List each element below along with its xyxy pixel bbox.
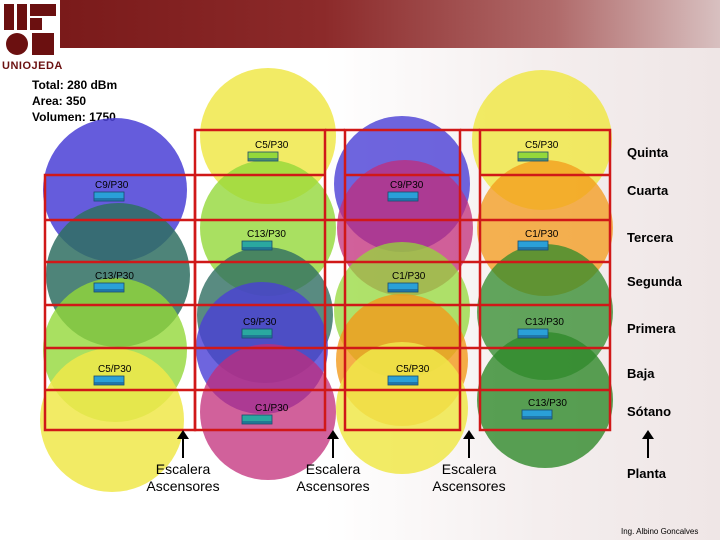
coverage-circle [336, 342, 468, 474]
logo-text: UNIOJEDA [2, 60, 63, 72]
stair-label-3: Escalera Ascensores [419, 461, 519, 495]
access-point-label: C5/P30 [525, 140, 559, 151]
access-point: C13/P30 [241, 229, 286, 251]
floor-label-sotano: Sótano [627, 404, 672, 419]
area-text: Area: 350 [32, 94, 87, 108]
grid-block-center-left [193, 128, 327, 432]
access-point: C9/P30 [241, 317, 277, 339]
access-point: C1/P30 [517, 229, 559, 251]
access-point-label: C5/P30 [98, 364, 132, 375]
coverage-circle [200, 344, 336, 480]
floor-label-cuarta: Cuarta [627, 183, 669, 198]
access-point-label: C1/P30 [255, 403, 289, 414]
access-point: C1/P30 [241, 403, 289, 425]
access-point: C5/P30 [517, 140, 559, 162]
planta-arrow-icon [642, 430, 654, 458]
access-point-label: C9/P30 [95, 180, 129, 191]
stair-label-line1: Escalera [155, 461, 211, 477]
floor-label-primera: Primera [627, 321, 676, 336]
access-point: C13/P30 [93, 271, 134, 293]
stair-arrow-icon [463, 430, 475, 458]
floor-label-quinta: Quinta [627, 145, 669, 160]
access-point: C5/P30 [387, 364, 430, 386]
access-point: C13/P30 [517, 317, 564, 339]
stair-label-line1: Escalera [305, 461, 361, 477]
grid-block-center-right [343, 128, 462, 432]
grid-block-right [478, 128, 612, 432]
access-point-label: C13/P30 [95, 271, 134, 282]
floor-grid [43, 128, 612, 432]
access-point: C1/P30 [387, 271, 426, 293]
access-point: C5/P30 [247, 140, 289, 162]
stair-label-line2: Ascensores [146, 478, 220, 494]
floor-label-segunda: Segunda [627, 274, 682, 289]
access-point: C5/P30 [93, 364, 132, 386]
access-point-label: C13/P30 [247, 229, 286, 240]
access-point-label: C9/P30 [390, 180, 424, 191]
access-point: C9/P30 [93, 180, 129, 202]
stair-label-line2: Ascensores [296, 478, 370, 494]
floor-label-baja: Baja [627, 366, 655, 381]
access-point-label: C13/P30 [525, 317, 564, 328]
stair-arrow-icon [327, 430, 339, 458]
access-point-label: C1/P30 [392, 271, 426, 282]
access-points: C5/P30 C5/P30 C9/P30 C9/P30 C13/P30 C1/P30 C13… [93, 140, 567, 425]
access-point-label: C5/P30 [255, 140, 289, 151]
stair-label-line2: Ascensores [432, 478, 506, 494]
access-point-label: C5/P30 [396, 364, 430, 375]
access-point: C13/P30 [521, 398, 567, 420]
stair-label-2: Escalera Ascensores [283, 461, 383, 495]
access-point-label: C1/P30 [525, 229, 559, 240]
access-point: C9/P30 [387, 180, 424, 202]
floor-label-tercera: Tercera [627, 230, 674, 245]
stair-arrow-icon [177, 430, 189, 458]
access-point-label: C13/P30 [528, 398, 567, 409]
header-banner [60, 0, 720, 48]
university-logo [4, 4, 56, 55]
total-text: Total: 280 dBm [32, 78, 118, 92]
stair-label-line1: Escalera [441, 461, 497, 477]
volumen-text: Volumen: 1750 [32, 110, 116, 124]
floor-label-planta: Planta [627, 466, 667, 481]
author-credit: Ing. Albino Goncalves [621, 527, 699, 536]
stair-label-1: Escalera Ascensores [133, 461, 233, 495]
coverage-circle [40, 348, 184, 492]
access-point-label: C9/P30 [243, 317, 277, 328]
coverage-circle [477, 332, 613, 468]
